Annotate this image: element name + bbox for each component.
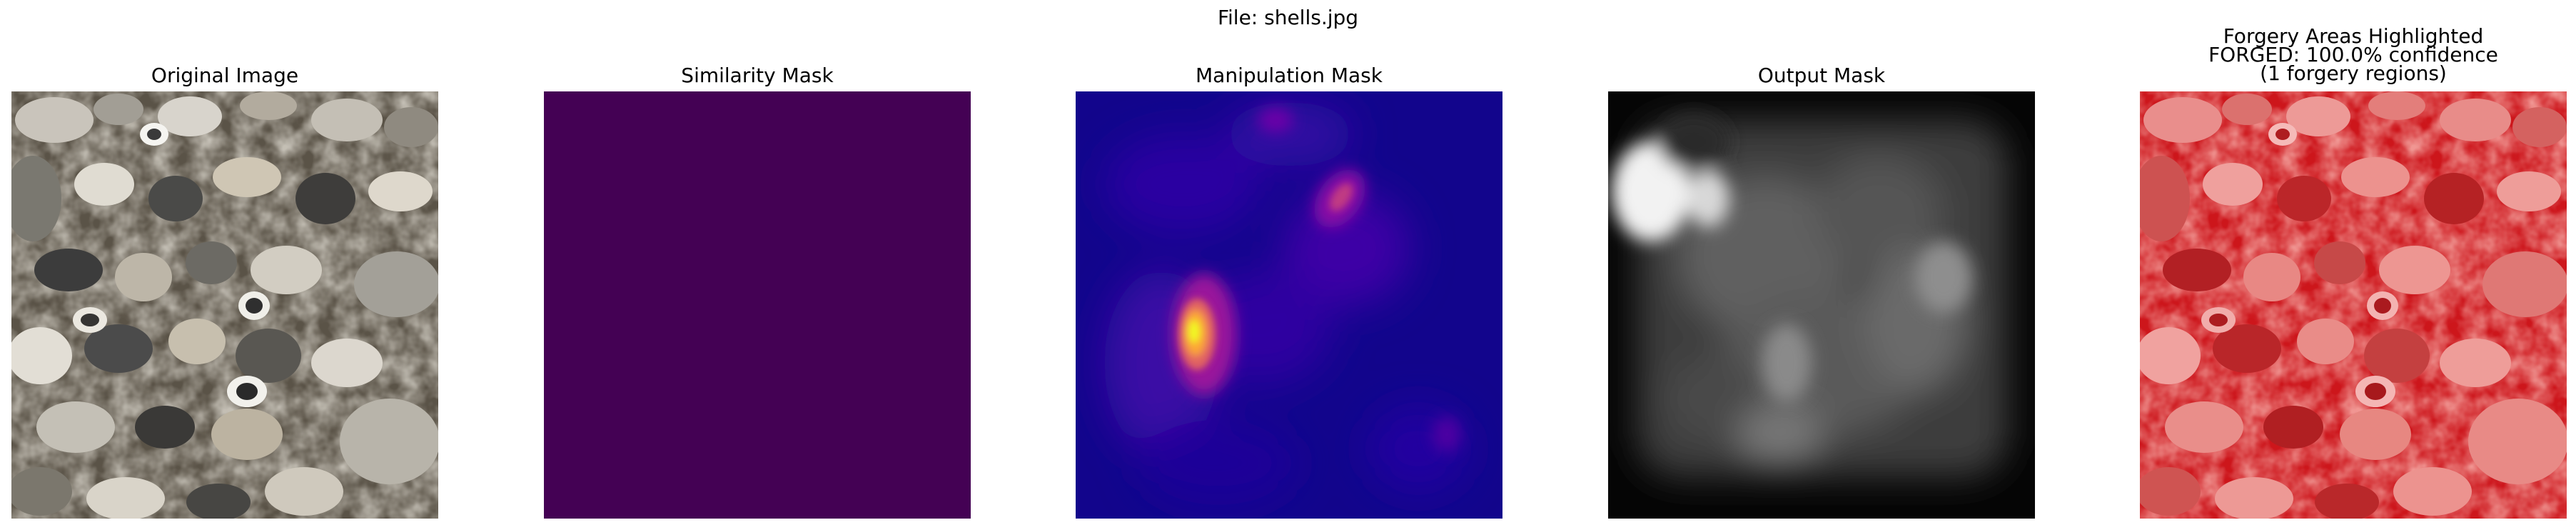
panel-title-manipulation: Manipulation Mask [1196,64,1383,87]
panel-manipulation-mask: Manipulation Mask [1076,0,1502,530]
panel-original-image: Original Image [11,0,438,530]
forgery-title-line-3: (1 forgery regions) [2260,61,2447,85]
forgery-title-line-2: FORGED: 100.0% confidence [2208,43,2498,66]
panel-output-mask: Output Mask [1608,0,2035,530]
forgery-title-line-1: Forgery Areas Highlighted [2223,24,2484,48]
figure-title: File: shells.jpg [1217,6,1359,29]
output-mask-image [1608,91,2035,519]
forgery-overlay-image [2140,91,2567,519]
panel-title-original: Original Image [151,64,299,87]
panel-title-output: Output Mask [1757,64,1886,87]
panel-title-similarity: Similarity Mask [681,64,834,87]
original-image [11,91,438,519]
panel-similarity-mask: Similarity Mask [544,0,971,530]
manipulation-mask-image [1076,91,1502,519]
panel-forgery-highlighted: Forgery Areas Highlighted FORGED: 100.0%… [2140,0,2567,530]
similarity-mask-image [544,91,971,519]
panel-title-forgery: Forgery Areas Highlighted FORGED: 100.0%… [2097,24,2576,85]
